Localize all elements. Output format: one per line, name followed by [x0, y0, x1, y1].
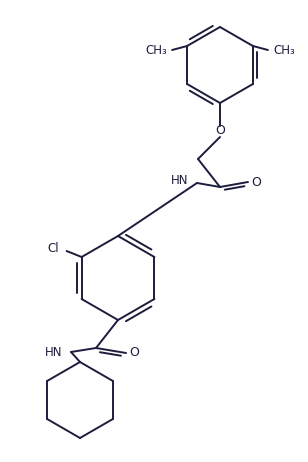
Text: Cl: Cl — [47, 242, 59, 255]
Text: O: O — [129, 346, 139, 359]
Text: CH₃: CH₃ — [273, 44, 295, 57]
Text: O: O — [215, 124, 225, 138]
Text: HN: HN — [171, 175, 188, 188]
Text: CH₃: CH₃ — [145, 44, 167, 57]
Text: HN: HN — [44, 346, 62, 359]
Text: O: O — [251, 176, 261, 188]
